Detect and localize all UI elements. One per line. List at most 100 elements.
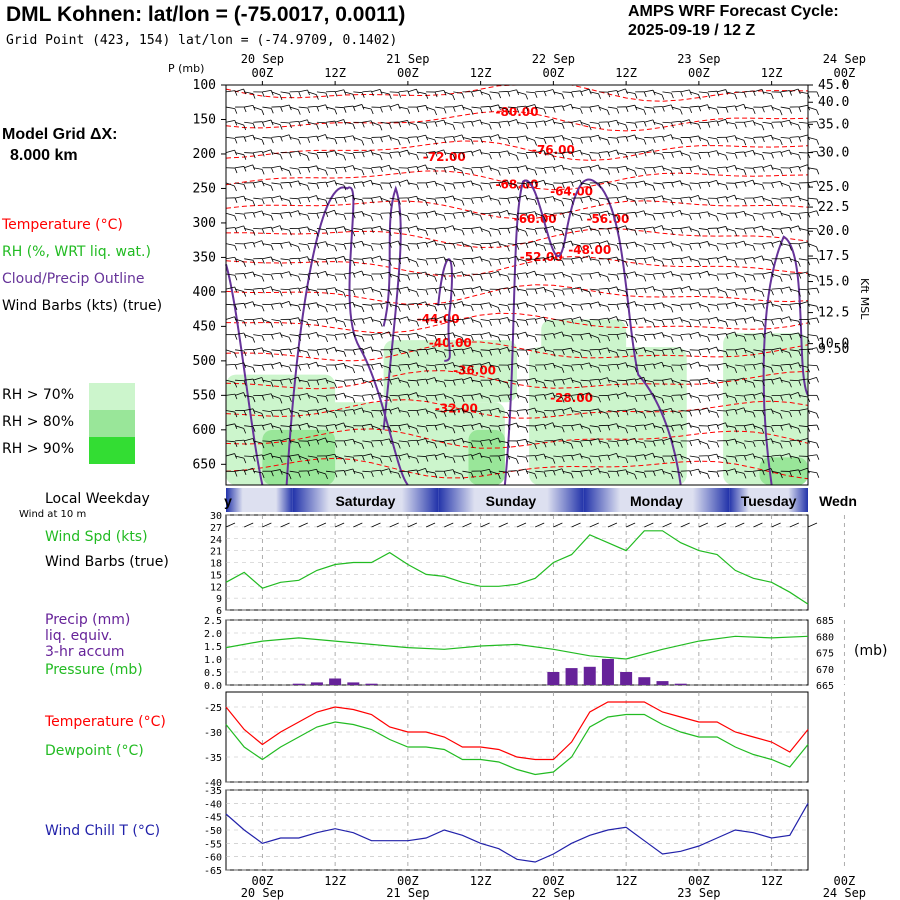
wind-barb — [516, 135, 529, 141]
wind-barb-flag — [425, 408, 429, 415]
wind-barb-flag — [261, 413, 265, 419]
cloud-outline — [225, 264, 264, 486]
wind-barb-staff — [717, 243, 727, 245]
wind-barb-staff — [353, 228, 363, 230]
wind-barb-flag — [316, 94, 319, 100]
wind-barb — [780, 316, 792, 322]
wind-barb — [771, 167, 783, 175]
wind-barb — [444, 91, 456, 101]
wind-barb-flag — [461, 337, 465, 343]
wind-barb — [371, 333, 383, 339]
wind-barb-staff — [516, 438, 526, 442]
wind-barb — [435, 349, 447, 358]
wind-barb — [307, 394, 319, 404]
wind-barb-flag — [416, 154, 419, 160]
temperature-contour-label: -76.00 — [532, 143, 575, 157]
wind-barb-flag — [543, 138, 547, 144]
wind-barb-staff — [771, 440, 781, 444]
wind-barb — [744, 137, 756, 144]
wind-barb-staff — [380, 258, 390, 261]
wind-barb-flag — [234, 441, 238, 447]
wind-barb-flag — [679, 275, 683, 282]
wind-barb-staff — [407, 212, 417, 215]
wind-barb-staff — [225, 149, 235, 153]
wind-barb-flag — [680, 168, 683, 175]
wind-barb-staff — [707, 137, 717, 140]
wind-barb — [562, 103, 574, 110]
wind-barb-staff — [689, 425, 699, 429]
wind-barb-staff — [680, 196, 690, 199]
wind-barb-flag — [325, 396, 329, 402]
wind-barb-staff — [580, 121, 590, 126]
wind-barb-staff — [325, 150, 335, 153]
wind-barb — [407, 258, 419, 268]
wind-barb-flag — [434, 425, 438, 431]
wind-barb-flag — [489, 183, 492, 190]
wind-barb-flag — [479, 149, 483, 155]
wind-barb — [598, 228, 611, 235]
wind-barb-staff — [735, 470, 745, 474]
wind-barb-staff — [271, 182, 281, 185]
wind-barb — [571, 243, 583, 251]
wind-barb-flag — [288, 473, 292, 480]
wind-barb-staff — [698, 377, 708, 381]
wind-barb — [525, 303, 538, 313]
wind-barb-staff — [716, 152, 726, 156]
wind-barb-flag — [334, 454, 338, 460]
wind-barb-staff — [498, 453, 508, 457]
wind-barb — [644, 182, 656, 191]
wind-barb — [244, 288, 256, 296]
wind-barb-staff — [316, 241, 326, 245]
wind-barb-flag — [407, 275, 411, 281]
wind-barb — [371, 255, 383, 262]
wind-barb — [380, 349, 392, 355]
wind-barb — [262, 226, 274, 233]
wind-barb-flag — [652, 137, 656, 144]
wind-barb-flag — [625, 380, 629, 386]
wind-barb-staff — [307, 182, 317, 185]
wind-barb-flag — [243, 106, 247, 113]
wind-barb — [662, 228, 674, 236]
wind-barb-flag — [707, 229, 711, 235]
wind-barb-flag — [361, 473, 365, 479]
wind-barb-flag — [489, 213, 492, 219]
wind-barb-staff — [598, 317, 608, 320]
wind-barb-staff — [662, 348, 672, 351]
wind-barb-flag — [516, 185, 519, 191]
wind-barb-flag — [298, 305, 301, 312]
wind-barb-flag — [489, 457, 492, 463]
wind-barb-staff — [562, 470, 572, 474]
wind-barb-staff — [653, 121, 663, 125]
wind-barb-staff — [389, 210, 399, 214]
wind-barb — [380, 91, 392, 100]
wind-barb-flag — [407, 423, 410, 430]
wind-barb-staff — [789, 319, 799, 322]
wind-barb-staff — [453, 364, 463, 368]
wind-barb — [234, 121, 247, 131]
wind-barb-flag — [443, 393, 447, 400]
wind-barb — [325, 303, 338, 311]
wind-barb — [517, 212, 529, 219]
wind-barb — [662, 134, 674, 140]
wind-barb-flag — [507, 109, 510, 115]
wind-barb-staff — [771, 364, 781, 367]
wind-barb-staff — [344, 91, 353, 95]
wind-barb — [589, 182, 602, 189]
wind-barb-flag — [589, 333, 592, 339]
wind-barb-flag — [379, 291, 383, 298]
wind-barb-flag — [343, 214, 347, 220]
wind-barb — [780, 90, 792, 96]
wind-barb — [225, 243, 238, 251]
wind-barb-staff — [662, 378, 672, 381]
wind-barb — [744, 410, 756, 418]
wind-barb-flag — [479, 351, 483, 358]
wind-barb-flag — [325, 378, 329, 384]
wind-barb — [617, 409, 629, 416]
wind-barb-staff — [298, 106, 308, 109]
wind-barb-staff — [662, 134, 672, 138]
wind-barb-flag — [616, 108, 620, 114]
wind-barb — [398, 243, 410, 251]
wind-barb-flag — [525, 397, 529, 403]
wind-barb-staff — [635, 364, 645, 366]
